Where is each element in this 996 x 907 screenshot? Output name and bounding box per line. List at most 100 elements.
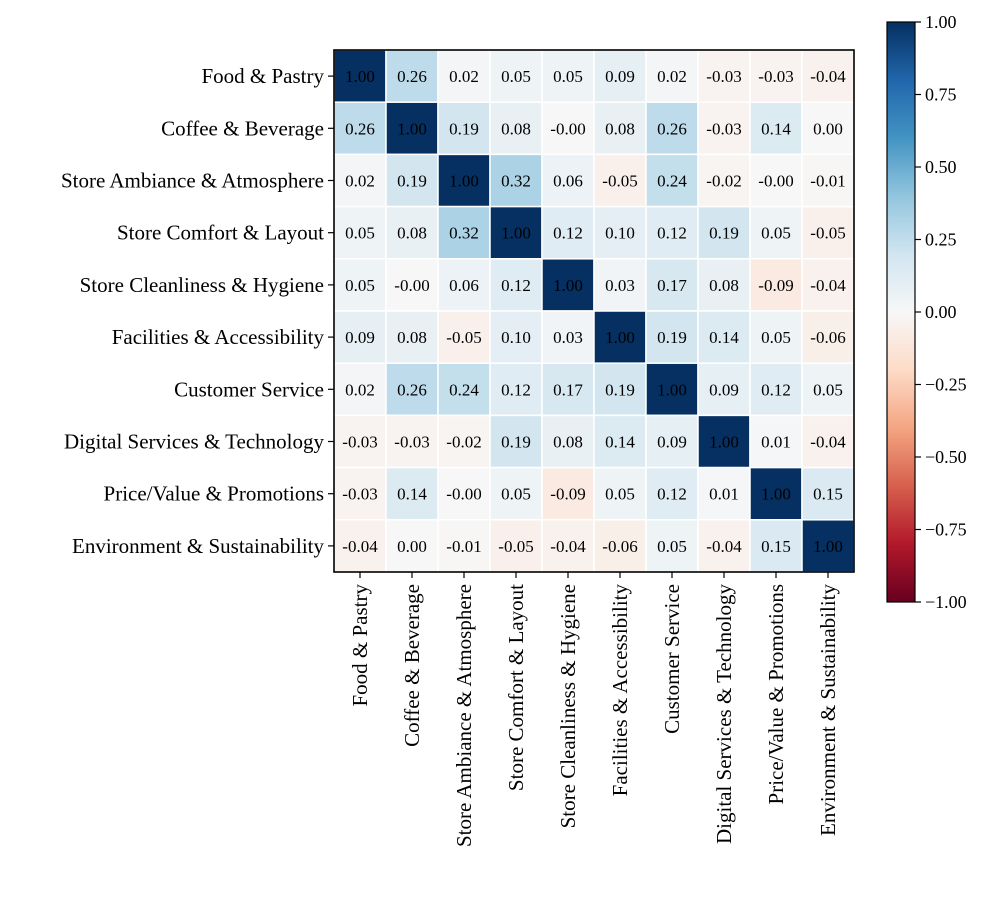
cell-value-label: 0.02 — [345, 380, 375, 399]
row-label: Customer Service — [174, 377, 324, 401]
cell-value-label: -0.00 — [394, 276, 429, 295]
heatmap-cell — [385, 49, 439, 103]
row-label: Digital Services & Technology — [64, 430, 325, 454]
colorbar-tick-label: −0.50 — [925, 447, 967, 467]
heatmap-cell — [749, 101, 803, 156]
heatmap-cell — [697, 153, 751, 208]
cell-value-label: 0.12 — [657, 485, 687, 504]
heatmap-cell — [697, 519, 751, 573]
cell-value-label: 0.08 — [397, 328, 427, 347]
cell-value-label: -0.06 — [602, 537, 637, 556]
heatmap-cells: 1.00 0.26 0.02 0.05 0.05 0.09 0.02 -0.03 -0.03 -0… — [333, 49, 855, 573]
heatmap-cell — [593, 362, 647, 417]
colorbar-tick-label: 1.00 — [925, 12, 957, 32]
heatmap-cell — [593, 414, 647, 469]
cell-value-label: 0.12 — [501, 276, 531, 295]
cell-value-label: -0.03 — [706, 67, 741, 86]
heatmap-cell — [697, 101, 751, 156]
heatmap-cell — [541, 414, 595, 469]
cell-value-label: 0.01 — [761, 433, 791, 452]
cell-value-label: 0.03 — [605, 276, 635, 295]
cell-value-label: 0.19 — [605, 380, 635, 399]
heatmap-cell — [645, 519, 699, 573]
cell-value-label: 0.19 — [449, 119, 479, 138]
cell-value-label: 0.09 — [709, 380, 739, 399]
colorbar-tick-label: 0.00 — [925, 302, 957, 322]
colorbar-gradient — [886, 21, 916, 603]
heatmap-cell — [333, 362, 387, 417]
heatmap-cell — [593, 49, 647, 103]
colorbar-tick-label: 0.25 — [925, 230, 957, 250]
heatmap-cell — [385, 414, 439, 469]
cell-value-label: 0.05 — [345, 276, 375, 295]
cell-value-label: 0.09 — [345, 328, 375, 347]
cell-value-label: 1.00 — [813, 537, 843, 556]
cell-value-label: -0.09 — [550, 485, 585, 504]
heatmap-cell — [645, 153, 699, 208]
heatmap-cell — [749, 519, 803, 573]
cell-value-label: 0.26 — [657, 119, 687, 138]
cell-value-label: 0.05 — [501, 485, 531, 504]
cell-value-label: 0.12 — [501, 380, 531, 399]
cell-value-label: 0.14 — [709, 328, 739, 347]
colorbar-tick-label: 0.75 — [925, 85, 957, 105]
colorbar-tick-label: −0.75 — [925, 520, 967, 540]
heatmap-cell — [437, 153, 491, 208]
cell-value-label: 0.08 — [501, 119, 531, 138]
cell-value-label: 0.08 — [553, 433, 583, 452]
cell-value-label: -0.00 — [550, 119, 585, 138]
heatmap-cell — [541, 310, 595, 364]
heatmap-cell — [645, 466, 699, 521]
cell-value-label: 0.00 — [813, 119, 843, 138]
cell-value-label: -0.00 — [758, 172, 793, 191]
cell-value-label: 0.14 — [397, 485, 427, 504]
row-label: Facilities & Accessibility — [112, 325, 325, 349]
cell-value-label: 1.00 — [449, 172, 479, 191]
cell-value-label: 1.00 — [501, 224, 531, 243]
cell-value-label: -0.02 — [446, 433, 481, 452]
cell-value-label: -0.05 — [602, 172, 637, 191]
cell-value-label: 0.24 — [449, 380, 479, 399]
cell-value-label: 0.05 — [813, 380, 843, 399]
cell-value-label: 0.12 — [553, 224, 583, 243]
row-label: Food & Pastry — [201, 64, 324, 88]
heatmap-cell — [749, 310, 803, 364]
cell-value-label: 0.05 — [657, 537, 687, 556]
heatmap-cell — [645, 205, 699, 260]
cell-value-label: 0.02 — [449, 67, 479, 86]
cell-value-label: -0.04 — [706, 537, 742, 556]
heatmap-cell — [333, 205, 387, 260]
cell-value-label: 0.02 — [345, 172, 375, 191]
cell-value-label: 1.00 — [397, 119, 427, 138]
cell-value-label: 1.00 — [761, 485, 791, 504]
cell-value-label: 0.15 — [813, 485, 843, 504]
colorbar-tick-label: −0.25 — [925, 375, 967, 395]
heatmap-cell — [437, 414, 491, 469]
heatmap-cell — [801, 101, 855, 156]
cell-value-label: 1.00 — [345, 67, 375, 86]
heatmap-cell — [593, 101, 647, 156]
cell-value-label: 0.10 — [501, 328, 531, 347]
heatmap-cell — [697, 414, 751, 469]
heatmap-cell — [749, 414, 803, 469]
cell-value-label: 1.00 — [657, 380, 687, 399]
colorbar-tick-label: 0.50 — [925, 157, 957, 177]
heatmap-cell — [385, 153, 439, 208]
heatmap-cell — [489, 310, 543, 364]
row-label: Store Cleanliness & Hygiene — [80, 273, 324, 297]
column-labels: Food & Pastry Coffee & Beverage Store Ambi… — [348, 572, 840, 847]
column-label: Coffee & Beverage — [400, 584, 424, 747]
column-label: Price/Value & Promotions — [764, 584, 788, 804]
heatmap-cell — [333, 519, 387, 573]
row-label: Environment & Sustainability — [72, 534, 324, 558]
heatmap-cell — [697, 466, 751, 521]
cell-value-label: -0.05 — [446, 328, 481, 347]
cell-value-label: 0.19 — [397, 172, 427, 191]
column-label: Digital Services & Technology — [712, 584, 736, 845]
column-label: Customer Service — [660, 584, 684, 734]
cell-value-label: 0.26 — [397, 380, 427, 399]
heatmap-cell — [593, 205, 647, 260]
cell-value-label: -0.05 — [810, 224, 845, 243]
